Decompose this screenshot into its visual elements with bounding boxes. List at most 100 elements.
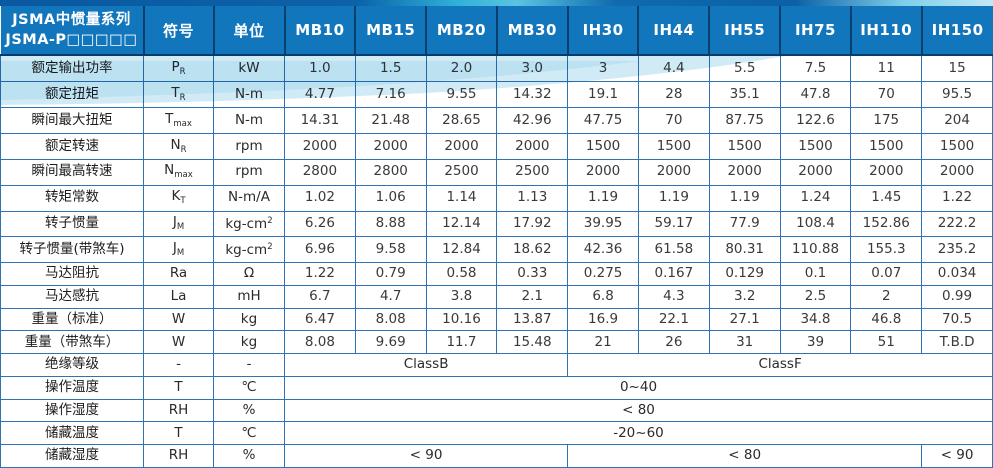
value-cell-ih75: 110.88 (779, 236, 852, 264)
column-header-ih30: IH30 (567, 6, 640, 56)
value-cell-mb15: 0.79 (354, 262, 427, 287)
value-cell-mb30: 2.1 (496, 285, 569, 309)
value-cell-ih75: 39 (779, 330, 852, 355)
symbol-cell: RH (143, 398, 214, 423)
value-cell-mb15: 2800 (354, 158, 427, 186)
value-cell-ih75: 0.1 (779, 262, 852, 287)
top-accent-bar (0, 0, 993, 6)
value-cell-ih55: 5.5 (708, 54, 781, 83)
value-cell-ih150: 2000 (921, 158, 993, 186)
value-cell-ih44: 59.17 (637, 210, 710, 238)
table-row: 转子惯量(带煞车) JM kg-cm2 6.96 9.58 12.84 18.62 42.36… (0, 236, 993, 264)
value-cell-mb10: 6.7 (284, 285, 356, 309)
value-cell-ih55: 80.31 (708, 236, 781, 264)
value-cell-mb30: 3.0 (496, 54, 569, 83)
value-cell-ih44: 61.58 (637, 236, 710, 264)
value-cell-ih30: 3 (567, 54, 639, 83)
value-cell-ih30: 0.275 (567, 262, 639, 287)
table-row: 转矩常数 KT N-m/A 1.02 1.06 1.14 1.13 1.19 1.19 1.19 1… (0, 184, 993, 212)
table-row: 操作湿度 RH% < 80 (0, 398, 993, 423)
row-label: 重量（标准） (0, 307, 144, 332)
column-header-ih75: IH75 (780, 6, 852, 56)
unit-cell: - (213, 353, 285, 377)
value-cell-ih55: 31 (708, 330, 781, 355)
motor-spec-table: JSMA中惯量系列 JSMA-P□□□□□ 符号 单位 MB10 MB15 MB20… (0, 6, 993, 468)
value-cell-mb30: 17.92 (496, 210, 569, 238)
value-cell-mb10: 1.02 (284, 184, 356, 212)
unit-cell: rpm (213, 158, 285, 186)
value-cell-ih44: 4.3 (637, 285, 710, 309)
value-cell-ih75: 2.5 (779, 285, 852, 309)
value-cell-mb20: 0.58 (425, 262, 498, 287)
value-cell-ih150: T.B.D (921, 330, 993, 355)
table-row: 转子惯量 JM kg-cm2 6.26 8.88 12.14 17.92 39.95 59.17… (0, 210, 993, 238)
value-cell-ih150: 70.5 (921, 307, 993, 332)
value-cell-ih110: 1500 (850, 132, 923, 160)
symbol-cell: T (143, 421, 214, 446)
table-row: 额定扭矩 TR N-m 4.77 7.16 9.55 14.32 19.1 28 35.1 47.8… (0, 81, 993, 109)
symbol-cell: T (143, 375, 214, 400)
column-header-mb20: MB20 (426, 6, 498, 56)
value-cell-ih30: 47.75 (567, 107, 639, 134)
value-cell-mb15: 7.16 (354, 81, 427, 109)
value-cell-mb10: 6.47 (284, 307, 356, 332)
symbol-cell: Ra (143, 262, 214, 287)
value-cell-ih150: 235.2 (921, 236, 993, 264)
symbol-cell: Nmax (143, 158, 214, 186)
value-cell-mb15: 9.58 (354, 236, 427, 264)
table-row: 额定转速 NR rpm 2000 2000 2000 2000 1500 1500 1500 150… (0, 132, 993, 160)
column-header-ih110: IH110 (850, 6, 923, 56)
column-header-symbol: 符号 (143, 6, 215, 56)
value-cell-mb15: 2000 (354, 132, 427, 160)
value-cell-mb10: 6.96 (284, 236, 356, 264)
value-cell-mb15: 8.88 (354, 210, 427, 238)
value-cell-mb10: 8.08 (284, 330, 356, 355)
value-cell-mb15: 1.5 (354, 54, 427, 83)
value-cell-ih150: 0.99 (921, 285, 993, 309)
value-cell-mb20: 28.65 (425, 107, 498, 134)
value-cell-mb20: 12.84 (425, 236, 498, 264)
span-value-cell: ClassF (567, 353, 993, 377)
unit-cell: kW (213, 54, 285, 83)
value-cell-ih44: 22.1 (637, 307, 710, 332)
value-cell-mb30: 1.13 (496, 184, 569, 212)
unit-cell: kg-cm2 (213, 210, 285, 238)
symbol-cell: TR (143, 81, 214, 109)
row-label: 操作湿度 (0, 398, 144, 423)
value-cell-mb10: 4.77 (284, 81, 356, 109)
value-cell-mb30: 14.32 (496, 81, 569, 109)
value-cell-mb10: 2800 (284, 158, 356, 186)
value-cell-ih110: 0.07 (850, 262, 923, 287)
row-label: 瞬间最大扭矩 (0, 107, 144, 134)
row-label: 绝缘等级 (0, 353, 144, 377)
value-cell-mb20: 9.55 (425, 81, 498, 109)
value-cell-mb15: 21.48 (354, 107, 427, 134)
value-cell-mb15: 4.7 (354, 285, 427, 309)
row-label: 马达阻抗 (0, 262, 144, 287)
value-cell-ih55: 87.75 (708, 107, 781, 134)
unit-cell: mH (213, 285, 285, 309)
symbol-cell: JM (143, 210, 214, 238)
symbol-cell: - (143, 353, 214, 377)
value-cell-ih75: 1500 (779, 132, 852, 160)
value-cell-ih150: 95.5 (921, 81, 993, 109)
value-cell-mb10: 1.0 (284, 54, 356, 83)
value-cell-ih44: 4.4 (637, 54, 710, 83)
span-value-cell: < 90 (921, 444, 993, 468)
column-header-mb15: MB15 (355, 6, 428, 56)
value-cell-ih44: 26 (637, 330, 710, 355)
value-cell-ih110: 152.86 (850, 210, 923, 238)
row-label: 重量（带煞车） (0, 330, 144, 355)
table-row: 储藏温度 T ℃ -20~60 (0, 421, 993, 446)
value-cell-mb30: 42.96 (496, 107, 569, 134)
value-cell-ih75: 7.5 (779, 54, 852, 83)
series-title-cell: JSMA中惯量系列 JSMA-P□□□□□ (0, 6, 145, 56)
value-cell-ih150: 1500 (921, 132, 993, 160)
unit-cell: % (213, 444, 285, 468)
value-cell-ih44: 1500 (637, 132, 710, 160)
value-cell-mb15: 9.69 (354, 330, 427, 355)
value-cell-mb30: 15.48 (496, 330, 569, 355)
table-row: 绝缘等级 - - ClassB ClassF (0, 353, 993, 377)
